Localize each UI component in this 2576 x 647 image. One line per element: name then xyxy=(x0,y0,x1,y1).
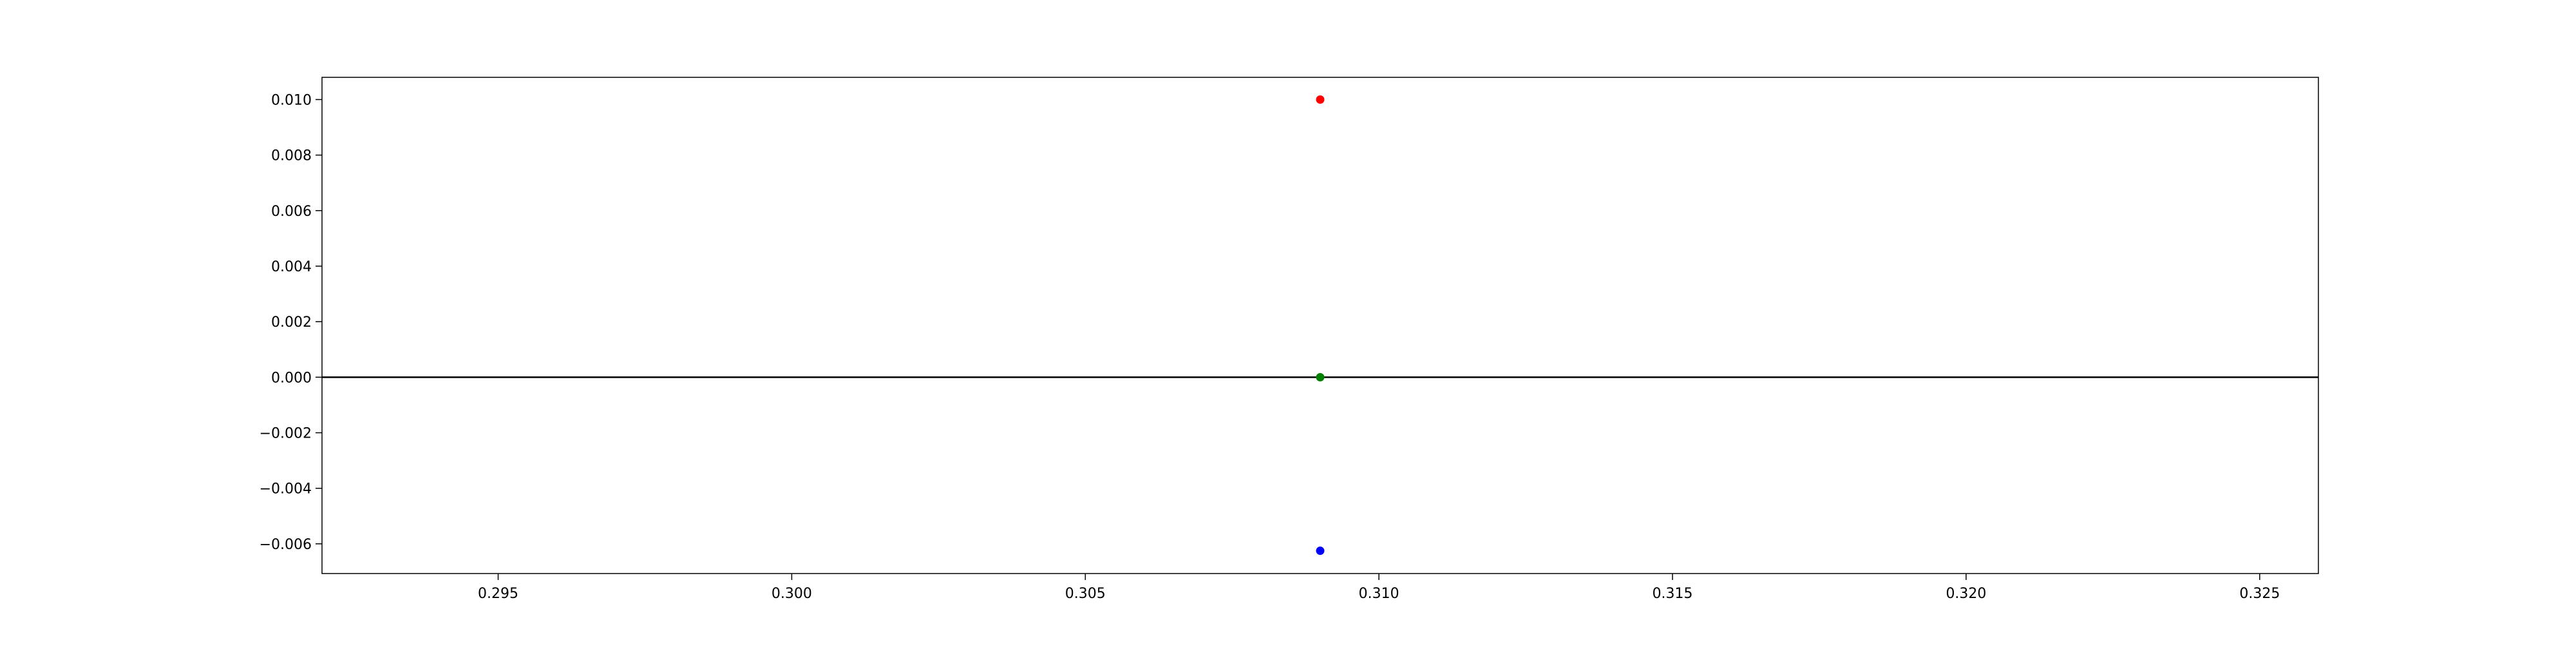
data-point xyxy=(1316,546,1325,555)
x-axis: 0.295 0.300 0.305 0.310 0.315 0.320 0.325 xyxy=(478,574,2280,602)
data-points-layer xyxy=(1316,95,1325,555)
y-tick-label: 0.000 xyxy=(271,370,312,386)
plot-area xyxy=(322,77,2318,574)
data-point xyxy=(1316,372,1325,381)
x-tick-label: 0.310 xyxy=(1359,586,1399,602)
y-tick-label: 0.008 xyxy=(271,148,312,164)
x-tick-label: 0.315 xyxy=(1653,586,1693,602)
x-tick-label: 0.320 xyxy=(1946,586,1986,602)
y-tick-label: 0.010 xyxy=(271,92,312,108)
y-axis: 0.010 0.008 0.006 0.004 0.002 0.000 −0.002 −0.0… xyxy=(260,92,322,553)
y-tick-label: 0.002 xyxy=(271,314,312,331)
y-tick-label: −0.006 xyxy=(260,537,312,553)
plot-frame xyxy=(321,77,2319,574)
y-tick-label: −0.004 xyxy=(260,481,312,497)
x-tick-label: 0.305 xyxy=(1065,586,1106,602)
y-tick-label: −0.002 xyxy=(260,426,312,442)
y-tick-label: 0.004 xyxy=(271,259,312,275)
x-tick-label: 0.300 xyxy=(772,586,812,602)
data-point xyxy=(1316,95,1325,104)
x-tick-label: 0.295 xyxy=(478,586,518,602)
x-tick-label: 0.325 xyxy=(2239,586,2280,602)
y-tick-label: 0.006 xyxy=(271,204,312,220)
